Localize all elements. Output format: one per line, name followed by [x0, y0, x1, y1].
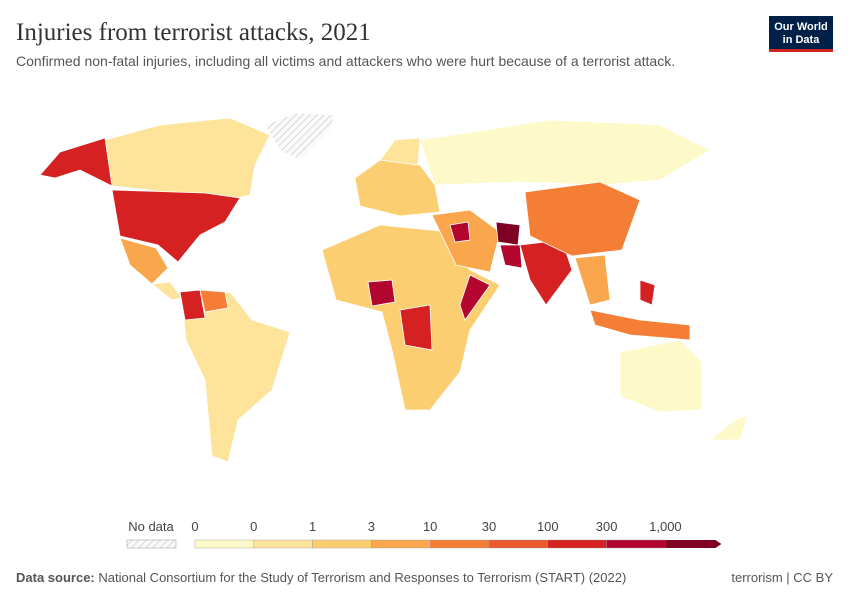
footer-source: Data source: National Consortium for the… — [16, 570, 626, 585]
map — [39, 112, 749, 463]
logo-box — [769, 16, 833, 52]
legend-swatch — [312, 539, 372, 549]
pakistan — [499, 244, 523, 269]
southeast-asia — [574, 254, 611, 306]
canada — [104, 117, 271, 206]
china — [524, 181, 641, 257]
colombia — [179, 289, 206, 321]
legend-swatch — [488, 539, 548, 549]
middle-east — [431, 209, 501, 273]
legend-tick-label: 0 — [250, 519, 257, 534]
legend-swatch — [547, 539, 607, 549]
usa — [111, 189, 241, 263]
venezuela — [199, 289, 229, 313]
legend-tick-label: 1,000 — [649, 519, 682, 534]
legend-tick-label: 1 — [309, 519, 316, 534]
source-text: National Consortium for the Study of Ter… — [98, 570, 626, 585]
indonesia — [589, 309, 691, 341]
legend-swatch — [606, 539, 666, 549]
europe — [354, 159, 441, 217]
source-label: Data source: — [16, 570, 95, 585]
greenland — [264, 112, 336, 161]
philippines — [639, 279, 656, 306]
alaska — [39, 137, 113, 187]
legend-tick-label: 30 — [482, 519, 496, 534]
logo-bar — [769, 49, 833, 52]
legend-swatch — [665, 540, 722, 548]
legend-swatch — [194, 539, 254, 549]
legend-swatch — [371, 539, 431, 549]
legend-tick-label: 3 — [368, 519, 375, 534]
legend-swatch — [253, 539, 313, 549]
south-america — [181, 291, 291, 463]
mexico — [119, 237, 169, 285]
australia — [619, 339, 703, 413]
logo[interactable]: Our World in Data — [769, 16, 833, 52]
central-america — [150, 281, 183, 301]
legend-swatch — [430, 539, 490, 549]
iraq — [449, 221, 471, 243]
subtitle: Confirmed non-fatal injuries, including … — [16, 53, 675, 69]
legend-tick-label: 300 — [596, 519, 618, 534]
footer-right[interactable]: terrorism | CC BY — [731, 570, 833, 585]
russia — [419, 119, 711, 186]
no-data-swatch — [126, 539, 177, 549]
scandinavia — [379, 137, 421, 166]
legend-tick-label: 0 — [191, 519, 198, 534]
legend: No data 0 0 1 3 10 30 100 300 1,000 — [126, 519, 722, 549]
logo-text: Our World — [774, 21, 828, 33]
legend-tick-label: 100 — [537, 519, 559, 534]
afghanistan — [495, 221, 521, 246]
somalia — [459, 274, 491, 321]
no-data-label: No data — [128, 519, 174, 534]
nigeria — [367, 279, 396, 307]
title: Injuries from terrorist attacks, 2021 — [16, 19, 371, 46]
new-zealand — [708, 414, 749, 441]
congo — [399, 304, 433, 351]
logo-text: in Data — [783, 34, 821, 46]
legend-tick-label: 10 — [423, 519, 437, 534]
